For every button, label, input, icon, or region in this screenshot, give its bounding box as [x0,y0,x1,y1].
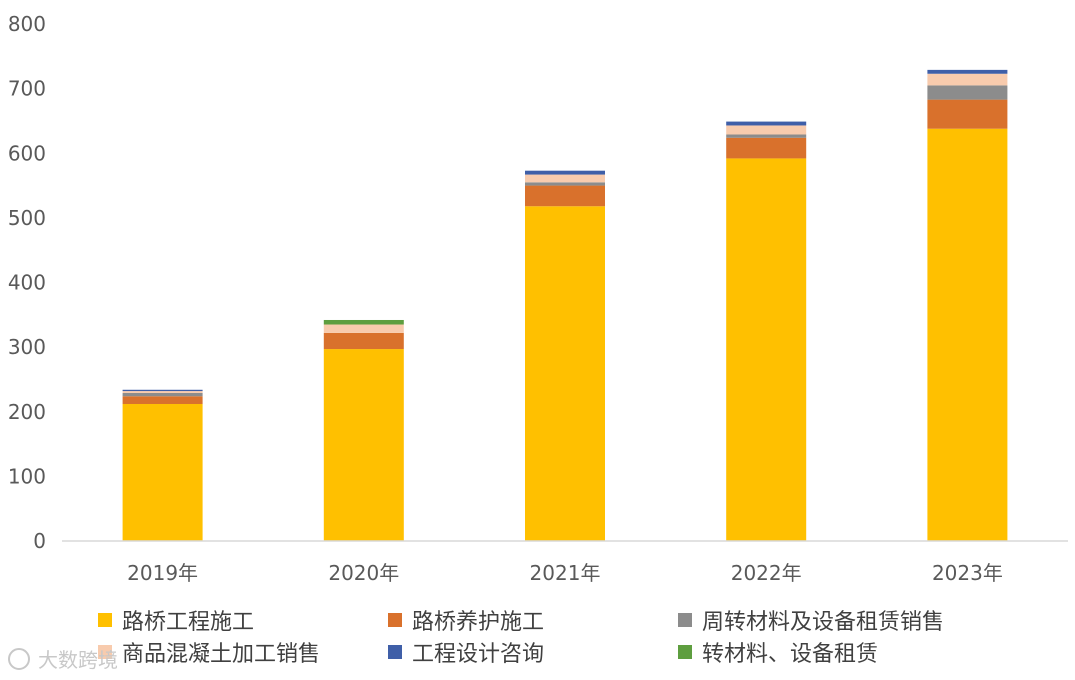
y-tick-label: 400 [8,271,46,295]
bar-segment [525,170,605,175]
bar-segment [323,332,404,350]
bar-segment [525,174,605,183]
bar-segment [122,403,203,541]
x-tick-label: 2021年 [530,561,601,585]
bar-segment [122,393,203,397]
bar-segment [323,349,404,541]
bar-segment [525,185,605,207]
bar-segment [927,99,1008,129]
bar-segment [726,121,807,126]
y-tick-label: 800 [8,12,46,36]
bar-segment [122,391,203,394]
bar-segment [323,319,404,325]
y-tick-label: 200 [8,400,46,424]
bar-segment [726,158,807,542]
bar-segment [122,396,203,404]
y-tick-label: 300 [8,335,46,359]
bar-segment [525,182,605,186]
x-tick-label: 2022年 [731,561,802,585]
x-tick-label: 2023年 [932,561,1003,585]
bar-segment [323,324,404,333]
x-tick-label: 2019年 [127,561,198,585]
bar-segment [726,125,807,135]
y-tick-label: 500 [8,206,46,230]
watermark-text: 大数跨境 [38,648,118,672]
bar-segment [726,137,807,159]
bars [122,69,1008,542]
y-tick-label: 600 [8,141,46,165]
watermark: 大数跨境 [8,644,118,673]
bar-segment [726,134,807,138]
bar-segment [927,73,1008,86]
watermark-logo-icon [8,647,30,670]
x-tick-label: 2020年 [328,561,399,585]
x-axis: 2019年 2020年 2021年 2022年 2023年 [127,561,1003,585]
bar-segment [927,85,1008,100]
y-axis: 0 100 200 300 400 500 600 700 800 [8,12,46,553]
y-tick-label: 0 [33,529,46,553]
bar-segment [122,389,203,392]
bar-segment [525,206,605,541]
y-tick-label: 100 [8,464,46,488]
bar-segment [927,128,1008,541]
y-tick-label: 700 [8,77,46,101]
bar-segment [927,69,1008,74]
